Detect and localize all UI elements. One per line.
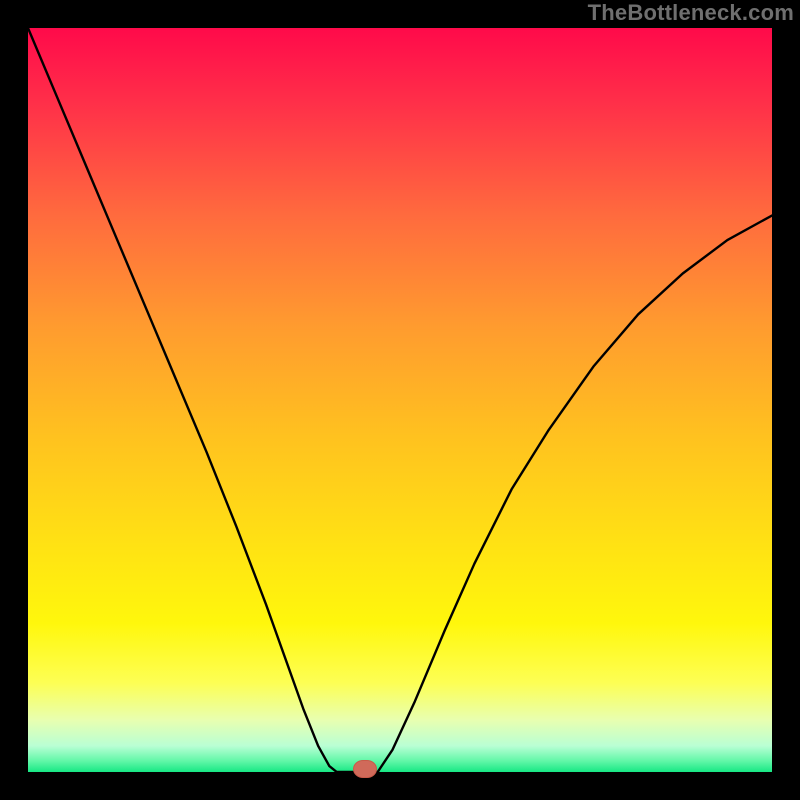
watermark-text: TheBottleneck.com (588, 0, 794, 26)
optimum-marker (353, 760, 377, 778)
stage: TheBottleneck.com (0, 0, 800, 800)
curve-path (28, 28, 772, 772)
bottleneck-curve (28, 28, 772, 772)
plot-area (28, 28, 772, 772)
